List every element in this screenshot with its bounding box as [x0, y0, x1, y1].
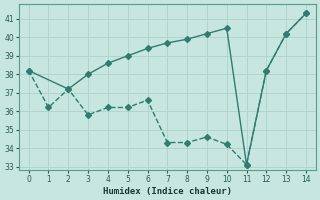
X-axis label: Humidex (Indice chaleur): Humidex (Indice chaleur) — [103, 187, 232, 196]
